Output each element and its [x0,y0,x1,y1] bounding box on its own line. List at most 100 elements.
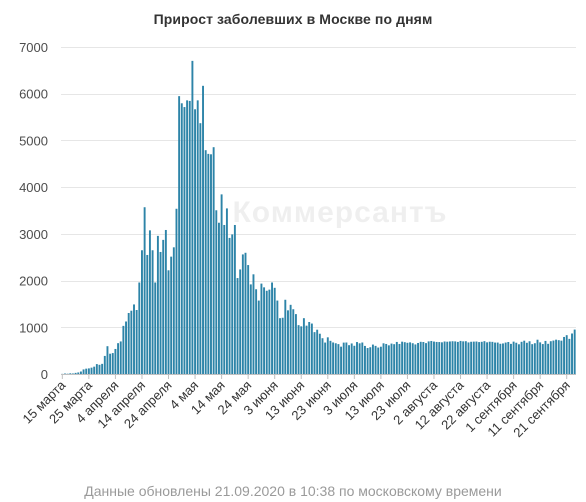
bar [393,344,396,374]
bar [515,342,518,374]
bar [398,343,401,374]
bar [345,342,348,374]
bar [557,340,560,374]
bar [539,342,542,374]
bar [236,278,239,374]
bar [425,343,427,374]
bar [74,372,77,374]
bar [180,103,183,374]
bar [414,344,417,374]
bar [135,310,138,374]
bar [443,341,446,374]
bar [438,342,441,374]
bar [353,345,356,374]
bar [433,341,435,374]
bar [159,251,162,374]
bar [212,147,215,374]
bar [133,304,135,374]
bar [486,342,489,374]
bar [183,107,186,374]
bar [204,150,207,374]
bar [175,208,178,374]
bar [294,314,297,374]
bar [377,347,380,374]
bar [470,341,473,374]
bar [512,341,515,374]
bar [329,340,332,374]
bar [218,222,220,374]
bar [289,304,292,374]
bar [417,342,419,374]
bar [385,343,388,374]
bar [419,341,422,374]
bar [178,96,181,374]
bar [560,340,563,374]
bar [310,323,313,374]
bar [464,341,467,374]
bar [231,234,234,374]
bar [406,342,409,374]
bar [340,346,343,374]
updated-note: Данные обновлены 21.09.2020 в 10:38 по м… [84,483,502,499]
bar [316,329,319,374]
bar [276,300,279,374]
bar [571,333,573,374]
bar [252,274,255,374]
bar [369,347,372,374]
bar [430,340,433,374]
bar [225,208,228,374]
bar [101,363,104,374]
bar [507,342,510,374]
bar [138,282,141,374]
bar [220,194,223,374]
bar [109,353,112,374]
bar [71,373,74,374]
bars [61,60,576,375]
bar [478,342,481,374]
bar [95,364,98,374]
bar [456,341,459,374]
bar [202,85,204,374]
bar [79,371,82,374]
bar [127,312,130,374]
bar [422,342,425,374]
bar [356,342,358,374]
bar [106,346,109,374]
bar [194,109,197,375]
bar [321,338,324,374]
bar [268,289,271,374]
bar [164,229,167,374]
bar [502,343,504,374]
bar [98,364,101,374]
bar [350,343,353,374]
bar [223,224,226,374]
bar [451,341,454,374]
y-tick-label: 6000 [19,87,48,102]
bar [167,270,170,374]
bar [374,345,377,374]
bar [207,153,210,374]
bar [334,343,337,374]
bar [510,343,512,374]
bar [371,344,374,374]
bar [467,342,470,374]
bar [284,299,287,374]
bar [326,337,329,374]
bar [196,100,199,374]
bar [409,342,412,374]
bar [85,368,88,374]
chart-title: Прирост заболевших в Москве по дням [153,11,433,27]
bar [260,283,263,374]
bar [279,318,281,374]
bar [366,348,369,374]
bar [337,344,340,374]
bar [536,339,539,374]
bar [395,341,398,374]
bar [191,60,194,375]
bar [491,341,494,374]
bar [148,230,151,374]
bar [146,254,149,374]
bar [440,342,443,374]
bar [379,346,382,374]
